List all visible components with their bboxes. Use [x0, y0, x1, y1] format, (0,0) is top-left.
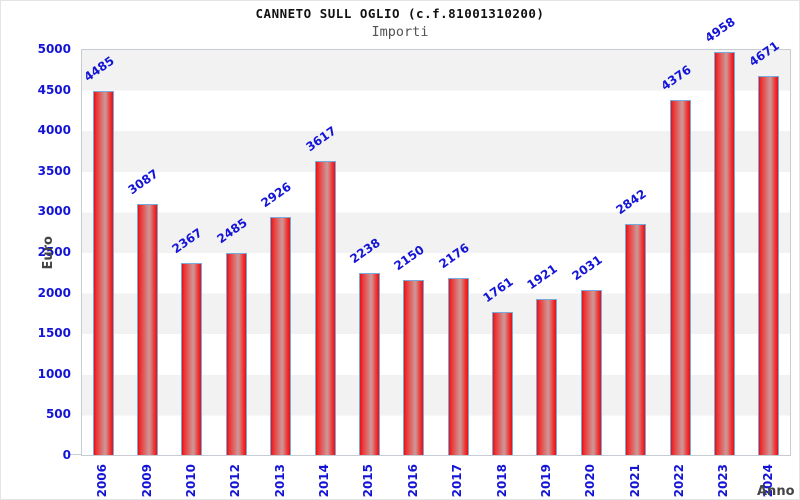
x-tick-label: 2006 [95, 464, 109, 498]
x-tick-label: 2018 [495, 464, 509, 498]
bar-2014 [315, 161, 336, 455]
x-tick-label: 2012 [228, 464, 242, 498]
x-tick-label: 2015 [361, 464, 375, 498]
y-tick-label: 3000 [37, 204, 71, 219]
y-tick-label: 1000 [37, 366, 71, 381]
y-tick-label: 2500 [37, 245, 71, 259]
bar-2019 [536, 299, 557, 455]
bar-2015 [359, 273, 380, 455]
bar-2013 [270, 217, 291, 455]
y-tick-label: 3500 [37, 163, 71, 178]
bar-2023 [714, 52, 735, 455]
x-tick-label: 2019 [539, 464, 553, 498]
x-tick-label: 2009 [140, 464, 154, 498]
x-tick-label: 2021 [628, 464, 642, 498]
bar-2021 [625, 224, 646, 455]
y-tick-label: 0 [62, 448, 71, 462]
y-tick-label: 4000 [37, 123, 71, 138]
bar-2017 [448, 278, 469, 455]
x-tick-label: 2020 [583, 464, 597, 498]
bar-2006 [93, 91, 114, 455]
bar-2012 [226, 253, 247, 455]
x-tick-label: 2010 [184, 464, 198, 498]
bar-2010 [181, 263, 202, 455]
y-tick-label: 500 [45, 407, 71, 422]
bar-2018 [492, 312, 513, 455]
y-tick-label: 5000 [37, 42, 71, 56]
x-tick-label: 2016 [406, 464, 420, 498]
x-tick-label: 2013 [273, 464, 287, 498]
x-axis-baseline [68, 454, 82, 455]
chart-title: CANNETO SULL OGLIO (c.f.81001310200) [255, 6, 545, 21]
x-tick-label: 2014 [317, 464, 331, 498]
x-tick-label: 2017 [450, 464, 464, 498]
bar-2020 [581, 290, 602, 455]
bar-2022 [670, 100, 691, 455]
y-axis-title: Euro [41, 236, 56, 270]
bar-2016 [403, 280, 424, 455]
chart-subtitle: Importi [371, 24, 429, 40]
x-axis-title: Anno [757, 484, 795, 499]
bar-2009 [137, 204, 158, 455]
y-tick-label: 1500 [37, 326, 71, 341]
x-tick-label: 2022 [672, 464, 686, 498]
y-tick-label: 4500 [37, 82, 71, 97]
x-tick-label: 2023 [716, 464, 730, 498]
bar-2024 [758, 76, 779, 455]
y-tick-label: 2000 [37, 285, 71, 300]
